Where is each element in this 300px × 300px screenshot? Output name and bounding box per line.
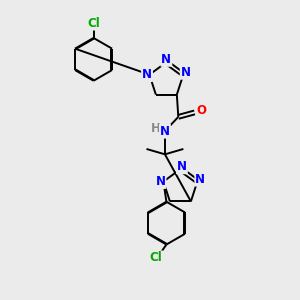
Text: N: N xyxy=(195,172,205,186)
Text: N: N xyxy=(155,175,166,188)
Text: N: N xyxy=(160,124,170,138)
Text: Cl: Cl xyxy=(87,16,100,30)
Text: Cl: Cl xyxy=(150,251,162,264)
Text: O: O xyxy=(196,104,206,117)
Text: N: N xyxy=(161,53,171,66)
Text: N: N xyxy=(142,68,152,81)
Text: H: H xyxy=(151,122,160,135)
Text: N: N xyxy=(181,66,191,79)
Text: N: N xyxy=(177,160,187,173)
